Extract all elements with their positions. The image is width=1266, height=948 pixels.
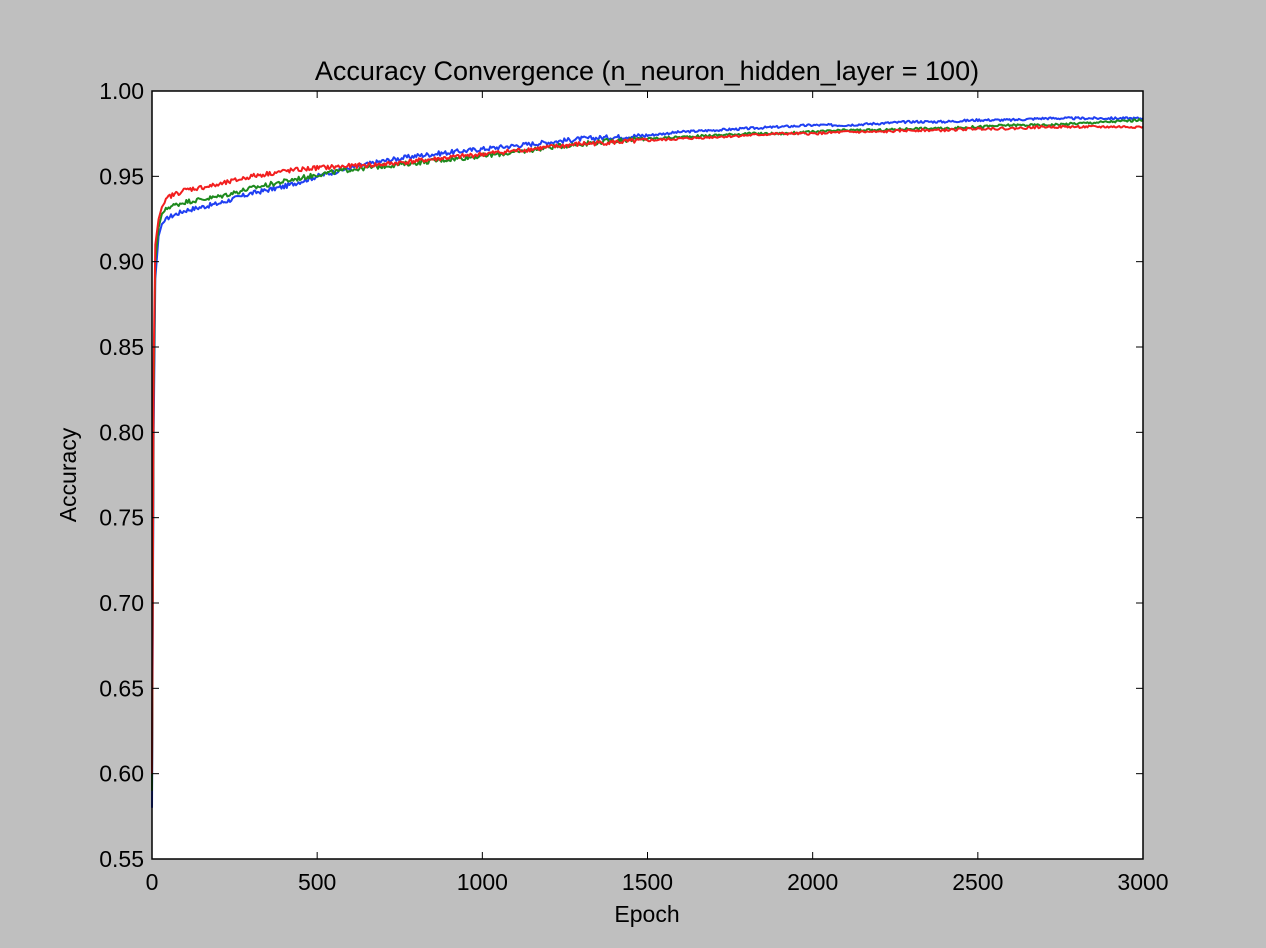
x-axis: 0 500 1000 1500 2000 2500 3000 (146, 91, 1169, 895)
y-tick-label: 0.75 (99, 505, 144, 531)
x-tick-label: 0 (146, 869, 159, 895)
series-layer (151, 116, 1144, 808)
y-tick-label: 0.85 (99, 334, 144, 360)
y-axis-label: Accuracy (55, 427, 81, 522)
y-tick-label: 0.95 (99, 163, 144, 189)
x-axis-label: Epoch (614, 901, 679, 927)
y-tick-label: 0.65 (99, 675, 144, 701)
chart-title: Accuracy Convergence (n_neuron_hidden_la… (315, 56, 979, 86)
x-tick-label: 3000 (1117, 869, 1168, 895)
y-tick-label: 0.90 (99, 249, 144, 275)
x-tick-label: 2000 (787, 869, 838, 895)
y-axis: 0.55 0.60 0.65 0.70 0.75 0.80 0.85 0.90 0.95 1.00 (99, 78, 1143, 872)
x-tick-label: 2500 (952, 869, 1003, 895)
x-tick-label: 500 (298, 869, 336, 895)
series-line-3 (151, 124, 1144, 774)
y-tick-label: 0.80 (99, 419, 144, 445)
plot-area (152, 91, 1143, 859)
y-tick-label: 0.70 (99, 590, 144, 616)
y-tick-label: 0.60 (99, 761, 144, 787)
x-tick-label: 1000 (457, 869, 508, 895)
y-tick-label: 1.00 (99, 78, 144, 104)
x-tick-label: 1500 (622, 869, 673, 895)
y-tick-label: 0.55 (99, 846, 144, 872)
